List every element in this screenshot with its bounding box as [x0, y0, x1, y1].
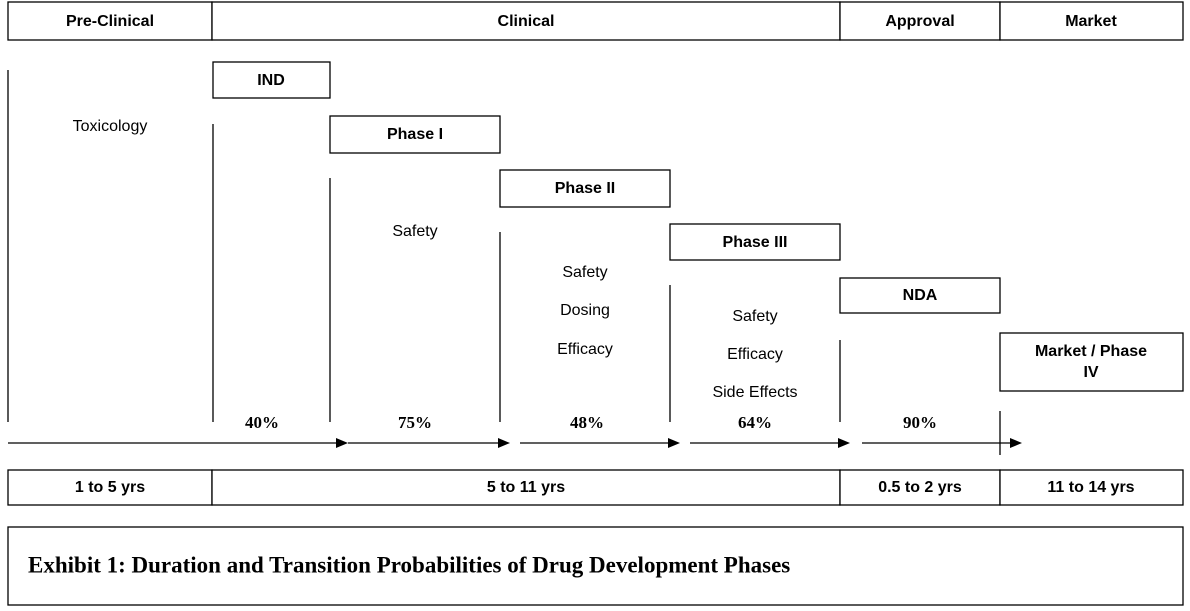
- arrow-head: [668, 438, 680, 448]
- description: Safety: [562, 264, 607, 281]
- probability: 48%: [570, 413, 604, 432]
- stage-label: IND: [257, 72, 285, 89]
- probabilities: 40% 75% 48% 64% 90%: [245, 413, 937, 432]
- arrows: [8, 438, 1022, 448]
- probability: 75%: [398, 413, 432, 432]
- stage-box: [499, 169, 671, 208]
- header-label: Approval: [885, 13, 954, 30]
- header-cell: [839, 1, 1001, 41]
- descriptions: Toxicology Safety Safety Dosing Efficacy…: [73, 118, 798, 401]
- stage-box: [999, 332, 1184, 392]
- caption: Exhibit 1: Duration and Transition Proba…: [28, 552, 790, 577]
- header-cell: [211, 1, 841, 41]
- header-label: Clinical: [498, 13, 555, 30]
- duration-cell: [999, 469, 1184, 506]
- description: Safety: [732, 308, 777, 325]
- arrow-head: [498, 438, 510, 448]
- header: Pre-Clinical Clinical Approval Market: [7, 1, 1184, 41]
- header-cell: [999, 1, 1184, 41]
- stage-label: Market / Phase: [1035, 343, 1147, 360]
- stage-label: Phase I: [387, 126, 443, 143]
- description: Efficacy: [727, 346, 783, 363]
- stage-label: Phase II: [555, 180, 615, 197]
- description: Safety: [392, 223, 437, 240]
- duration: 11 to 14 yrs: [1047, 479, 1134, 496]
- stage-label: NDA: [903, 287, 938, 304]
- arrow-head: [838, 438, 850, 448]
- stage-box: [329, 115, 501, 154]
- header-label: Market: [1065, 13, 1117, 30]
- durations: 1 to 5 yrs 5 to 11 yrs 0.5 to 2 yrs 11 t…: [7, 469, 1184, 506]
- arrow-head: [336, 438, 348, 448]
- description: Dosing: [560, 302, 610, 319]
- header-cell: [7, 1, 213, 41]
- duration-cell: [211, 469, 841, 506]
- description: Efficacy: [557, 341, 613, 358]
- stage-label: Phase III: [723, 234, 788, 251]
- stage-lines: [7, 70, 1001, 455]
- stage-box: [839, 277, 1001, 314]
- stage-box: [212, 61, 331, 99]
- probability: 40%: [245, 413, 279, 432]
- duration-cell: [839, 469, 1001, 506]
- duration: 0.5 to 2 yrs: [878, 479, 962, 496]
- stage-boxes: IND Phase I Phase II Phase III NDA Marke…: [212, 61, 1184, 392]
- stage-label: IV: [1083, 364, 1098, 381]
- probability: 64%: [738, 413, 772, 432]
- header-label: Pre-Clinical: [66, 13, 154, 30]
- caption-box: [7, 526, 1184, 606]
- duration: 5 to 11 yrs: [487, 479, 565, 496]
- probability: 90%: [903, 413, 937, 432]
- description: Side Effects: [712, 384, 797, 401]
- arrow-head: [1010, 438, 1022, 448]
- duration-cell: [7, 469, 213, 506]
- description: Toxicology: [73, 118, 148, 135]
- duration: 1 to 5 yrs: [75, 479, 145, 496]
- stage-box: [669, 223, 841, 261]
